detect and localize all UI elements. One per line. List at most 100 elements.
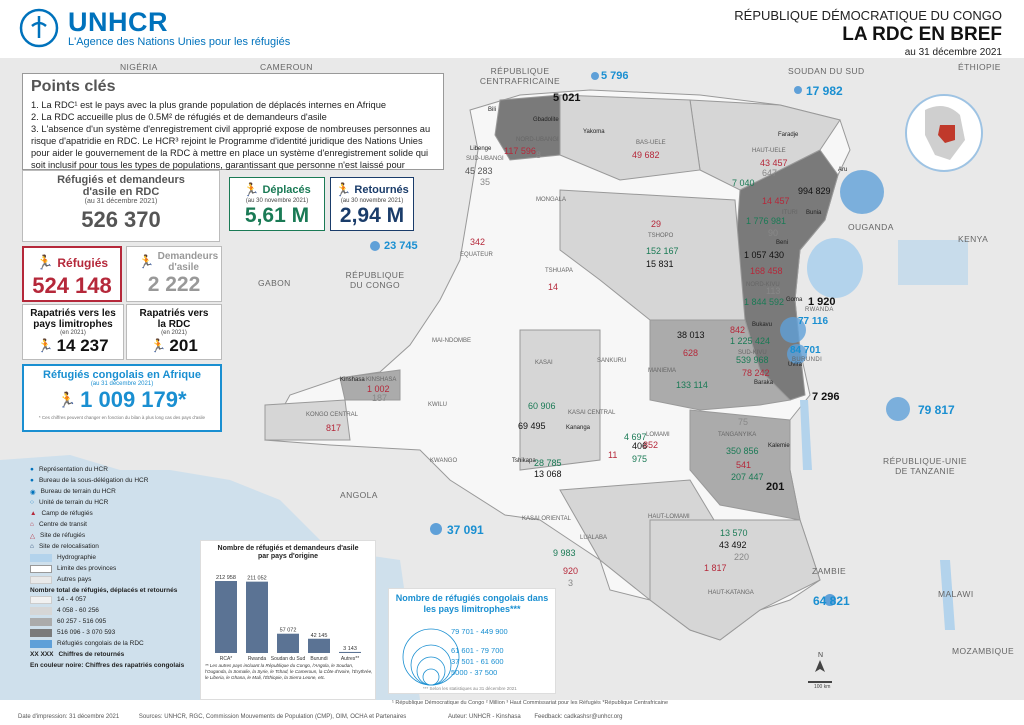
province-sankuru: SANKURU [597,358,627,364]
bubble-zambia [824,594,836,606]
value-red-haut-katanga: 1 817 [704,563,727,573]
congolese-africa-title: Réfugiés congolais en Afrique [43,369,201,381]
other-countries-swatch [30,575,52,584]
congolese-africa-value: 1 009 179* [80,387,187,412]
province-bas-uele: BAS-UELE [636,140,666,146]
value-green-lomami: 975 [632,454,648,464]
province-mongala: MONGALA [536,197,567,203]
bar-rca- [215,581,237,653]
value-gray-haut-uele: 647 [762,168,778,178]
lake-victoria [807,238,863,298]
province-lomami: LOMAMI [646,432,670,438]
legend-range: 4 058 - 60 256 [30,605,200,616]
value-green-tanganyika: 350 856 [726,446,759,456]
footer-author: Auteur: UNHCR - Kinshasa [447,714,521,720]
legend-item: △ Site de réfugiés [30,532,86,540]
sudkivu-maniema-region [649,319,792,411]
value-tanzania: 79 817 [918,403,955,417]
country-kenya: KENYA [958,234,989,244]
refugees-asylum-title: Réfugiés et demandeurs d'asile en RDC [57,174,185,198]
legend-item: Réfugiés congolais de la RDC [30,638,200,649]
legend-total-title: Nombre total de réfugiés, déplacés et re… [30,587,178,594]
key-points-panel: Points clés 1. La RDC¹ est le pays avec … [22,73,444,182]
city-kinshasa: Kinshasa [340,377,365,383]
header-title: LA RDC EN BREF [842,24,1002,45]
legend-item: Limite des provinces [30,563,200,574]
asylum-value: 2 222 [147,273,201,296]
refugees-asylum-value: 526 370 [81,207,161,232]
bubble-car [591,72,599,80]
city-aru: Aru [838,167,848,173]
country-mozambique: MOZAMBIQUE [952,646,1015,656]
value-green-sud-kivu-b: 539 968 [736,355,769,365]
asylum-panel: 🏃 Demandeurs d'asile 2 222 [126,246,222,302]
country-nigeria: NIGÉRIA [120,62,158,72]
value-gray-ituri: 90 [768,228,779,238]
chart-title: Nombre de réfugiés et demandeurs d'asile… [217,545,359,560]
repatriated-rdc-label: Rapatriés vers la RDC [139,308,209,330]
bar-value-label: 212 958 [216,575,236,581]
returnees-date: (au 30 novembre 2021) [340,198,404,204]
bar-chart: 212 958 RCA* 211 052 Rwanda 57 072 Soudan du … [215,575,361,662]
repatriated-neighbors-label: Rapatriés vers les pays limitrophes [30,308,116,330]
legend-item: XX XXX Chiffres de retournés [30,651,125,658]
value-car: 5 796 [601,70,629,82]
city-uvira: Uvira [788,362,803,368]
tshopo-region [559,189,746,321]
bubble-south-sudan [794,86,802,94]
province-maniema: MANIEMA [648,368,677,374]
value-red-lomami: 852 [643,440,659,450]
header: RÉPUBLIQUE DÉMOCRATIQUE DU CONGO LA RDC … [734,8,1002,58]
value-gray-kinshasa: 187 [372,393,388,403]
repatriated-rdc-value: 201 [169,336,198,355]
value-red-kongo-central: 817 [326,423,342,433]
refugees-value: 524 148 [32,273,112,298]
value-south-sudan: 17 982 [806,84,843,98]
sub-delegation-icon: ● [30,477,34,484]
displaced-panel: 🏃 Déplacés (au 30 novembre 2021) 5,61 M [229,177,325,231]
value-red-nord-ubangi: 117 596 [504,146,536,156]
bar-value-label: 42 145 [311,633,328,639]
key-points-title: Points clés [31,78,116,95]
bubble-burundi [787,344,807,364]
congolese-africa-panel: Réfugiés congolais en Afrique (au 31 déc… [22,364,222,432]
value-red-sud-kivu-a: 842 [730,325,746,335]
returnees-panel: 🏃 Retournés (au 30 novembre 2021) 2,94 M [330,177,414,231]
asylum-label: Demandeurs d'asile [157,251,219,273]
scale-label: 100 km [814,684,831,690]
value-gray-nord-kivu: 113 [766,286,781,296]
bubble-legend-circles [402,628,460,686]
province-haut-katanga: HAUT-KATANGA [708,590,754,596]
value-black-tshopo: 15 831 [646,259,674,269]
value-green-haut-uele: 7 040 [732,178,755,188]
bar-value-label: 211 052 [247,576,266,582]
legend-item: ▲ Camp de réfugiés [30,510,93,517]
key-point-1: 1. La RDC¹ est le pays avec la plus gran… [31,100,387,110]
value-gray-haut-katanga: 220 [734,552,750,562]
legend: ● Représentation du HCR ● Bureau de la sou… [30,464,200,671]
city-libenge: Libenge [470,146,492,152]
legend-item: ◉ Bureau de terrain du HCR [30,488,116,496]
city-faradje: Faradje [778,132,799,138]
value-black-kasai: 69 495 [518,421,546,431]
value-green-kasai-oriental: 28 785 [534,458,562,468]
value-red-ituri: 14 457 [762,196,790,206]
displaced-value: 5,61 M [244,204,310,227]
hcr-representation-icon: ● [30,466,34,473]
city-kananga: Kananga [566,425,591,431]
province-kongo-central: KONGO CENTRAL [306,412,359,418]
chart-note: ** Les autres pays incluant la Républiqu… [205,663,373,680]
refugees-panel: 🏃 Réfugiés 524 148 [22,246,122,302]
field-unit-icon: ○ [30,499,34,506]
value-gray-sud-ubangi: 45 283 [465,166,493,176]
value-green-nord-kivu: 1 844 592 [744,297,785,307]
bar-burundi [308,638,330,653]
city-beni: Beni [776,240,789,246]
city-yakoma: Yakoma [583,129,605,135]
congolese-refugee-icon: 🏃 [57,392,77,409]
bar-chart-panel: Nombre de réfugiés et demandeurs d'asile… [200,540,376,700]
value-black-car: 5 021 [553,92,581,104]
value-red-tanganyika: 541 [736,460,752,470]
province-tanganyika: TANGANYIKA [718,432,757,438]
